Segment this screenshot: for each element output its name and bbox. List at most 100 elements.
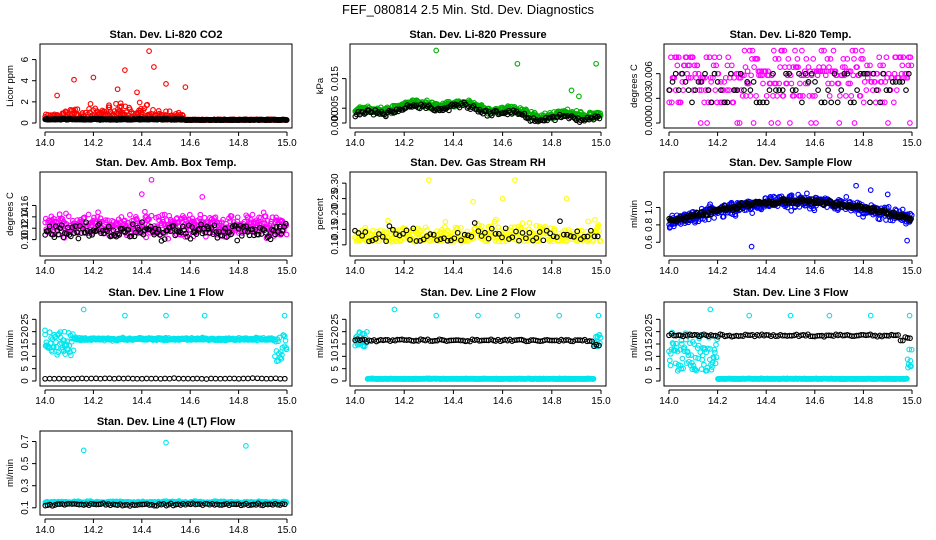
data-point xyxy=(710,62,717,69)
data-point xyxy=(203,233,209,240)
data-point xyxy=(685,352,692,359)
black-point xyxy=(899,79,906,85)
black-point xyxy=(175,375,182,382)
data-point xyxy=(81,214,88,221)
data-point xyxy=(142,208,148,215)
y-tick-label: 0.10 xyxy=(20,229,31,249)
black-point xyxy=(783,70,789,77)
x-tick-label: 14.0 xyxy=(345,138,365,149)
black-point xyxy=(277,375,284,382)
data-point xyxy=(860,99,867,106)
outlier-point xyxy=(80,306,87,313)
black-point xyxy=(526,229,533,236)
y-tick-label: 0.15 xyxy=(330,219,341,239)
data-point xyxy=(797,93,804,99)
black-point xyxy=(212,375,219,382)
data-point xyxy=(59,216,66,222)
data-point xyxy=(282,337,289,344)
black-point xyxy=(152,375,159,382)
data-point xyxy=(772,56,779,62)
data-point xyxy=(749,210,756,216)
figure-title: FEF_080814 2.5 Min. Std. Dev. Diagnostic… xyxy=(342,2,594,17)
outlier-point xyxy=(563,195,570,202)
data-point xyxy=(234,214,241,221)
data-point xyxy=(79,109,86,116)
x-tick-label: 14.4 xyxy=(756,396,776,407)
black-point xyxy=(148,375,155,382)
black-point xyxy=(102,375,108,382)
data-point xyxy=(212,214,219,221)
data-point xyxy=(669,340,676,346)
data-point xyxy=(776,80,783,87)
black-point xyxy=(483,107,489,114)
data-point xyxy=(595,222,602,228)
black-point xyxy=(66,232,73,238)
y-axis-label: Licor ppm xyxy=(5,65,16,107)
x-tick-label: 14.6 xyxy=(493,266,513,277)
black-point xyxy=(222,225,228,232)
x-tick-label: 14.2 xyxy=(708,138,728,149)
data-point xyxy=(808,120,814,126)
black-point xyxy=(695,79,702,85)
data-point xyxy=(876,54,883,61)
black-point xyxy=(675,87,682,93)
black-point xyxy=(714,79,721,85)
panel-title: Stan. Dev. Line 2 Flow xyxy=(420,287,536,299)
data-point xyxy=(880,62,886,69)
data-point xyxy=(858,56,864,62)
points-group xyxy=(352,47,604,125)
y-tick-label: 0.10 xyxy=(330,235,341,255)
outlier-point xyxy=(853,182,859,189)
black-point xyxy=(161,236,168,242)
points-group xyxy=(352,306,604,382)
black-point xyxy=(873,87,880,93)
black-point xyxy=(886,87,893,93)
data-point xyxy=(736,120,743,126)
black-point xyxy=(74,375,81,382)
black-point xyxy=(464,338,471,344)
panel-title: Stan. Dev. Line 3 Flow xyxy=(733,287,849,299)
data-point xyxy=(863,87,870,93)
black-point xyxy=(581,233,587,240)
data-point xyxy=(891,70,898,77)
data-point xyxy=(719,99,725,106)
black-point xyxy=(831,70,838,77)
data-point xyxy=(72,106,78,113)
black-point xyxy=(359,336,366,343)
data-point xyxy=(55,349,62,356)
outlier-point xyxy=(163,81,169,87)
black-point xyxy=(669,79,676,85)
black-point xyxy=(392,109,398,116)
y-tick-label: 5 xyxy=(20,365,31,371)
data-point xyxy=(837,93,843,99)
black-point xyxy=(400,230,406,237)
plot-frame xyxy=(39,43,293,129)
black-point xyxy=(42,375,48,382)
data-point xyxy=(860,213,866,220)
black-point xyxy=(420,236,427,243)
data-point xyxy=(799,47,805,54)
y-axis-label: ml/min xyxy=(629,200,640,228)
black-point xyxy=(83,375,90,382)
black-point xyxy=(802,70,809,77)
data-point xyxy=(706,54,713,61)
black-point xyxy=(864,70,870,77)
x-tick-label: 14.0 xyxy=(345,396,365,407)
data-point xyxy=(899,62,906,69)
black-point xyxy=(84,227,91,234)
black-point xyxy=(847,99,854,106)
data-point xyxy=(692,354,699,361)
data-point xyxy=(857,93,864,99)
x-tick-label: 14.2 xyxy=(394,396,414,407)
y-tick-label: 5 xyxy=(644,365,655,371)
data-point xyxy=(283,231,290,238)
black-point xyxy=(51,234,58,241)
data-point xyxy=(860,56,866,62)
data-point xyxy=(693,367,700,374)
black-point xyxy=(198,221,204,228)
black-point xyxy=(203,376,210,382)
